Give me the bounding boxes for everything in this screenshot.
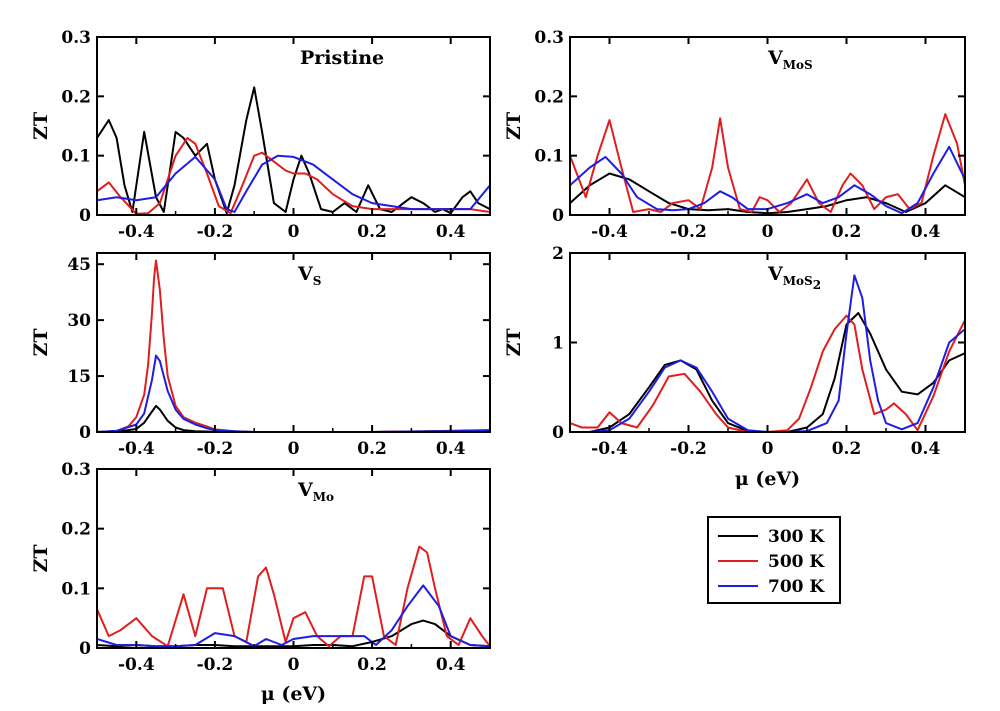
xtick-label-vmos-0: -0.4 <box>591 222 628 242</box>
xtick-label-vs-2: 0 <box>288 439 300 459</box>
title-pristine: Pristine <box>300 47 384 69</box>
ytick-label-vmos2-1: 1 <box>552 334 564 354</box>
xtick-label-pristine-1: -0.2 <box>197 222 234 242</box>
xlabel-vmo: μ (eV) <box>261 683 326 705</box>
xtick-label-vmos2-2: 0 <box>762 439 774 459</box>
xtick-label-pristine-0: -0.4 <box>118 222 155 242</box>
legend: 300 K 500 K 700 K <box>707 516 841 604</box>
panel-vmos: -0.4 -0.2 0 0.2 0.4 0 0.1 0.2 0.3 ZT VMoS <box>503 28 966 242</box>
xtick-label-vmos-3: 0.2 <box>832 222 862 242</box>
title-vmo: VMo <box>297 479 334 504</box>
title-sub-vmo: Mo <box>313 490 334 504</box>
xtick-label-vmo-2: 0 <box>288 655 300 675</box>
series-pristine-700k <box>97 154 490 213</box>
ytick-label-vmo-1: 0.1 <box>61 579 91 599</box>
ylabel-vmo: ZT <box>30 544 52 572</box>
xtick-label-vmo-4: 0.4 <box>436 655 466 675</box>
series-vmos2-300k <box>570 312 965 432</box>
title-vmos: VMoS <box>767 47 813 72</box>
series-vmos-500k <box>570 113 965 213</box>
title-sub-vmos2: MoS <box>783 274 813 288</box>
ytick-label-vmo-3: 0.3 <box>61 460 91 480</box>
ytick-label-vmos-3: 0.3 <box>534 28 564 48</box>
ytick-label-vmos-1: 0.1 <box>534 147 564 167</box>
ylabel-vmos: ZT <box>503 112 525 140</box>
ytick-label-vs-3: 45 <box>67 255 91 275</box>
panels: -0.4 -0.2 0 0.2 0.400.10.20.3ZTPristine-0.4-… <box>30 28 966 705</box>
ytick-label-pristine-0: 0 <box>79 206 91 226</box>
title-vmos2: VMoS2 <box>767 263 821 292</box>
xtick-label-vmos-2: 0 <box>762 222 774 242</box>
series-pristine-300k <box>97 86 490 215</box>
ytick-label-vmos2-2: 2 <box>552 244 564 264</box>
xtick-label-vs-1: -0.2 <box>197 439 234 459</box>
series-vmos2-500k <box>570 314 965 432</box>
ytick-label-vmo-2: 0.2 <box>61 520 91 540</box>
ytick-label-vs-1: 15 <box>67 367 91 387</box>
series-pristine-500k <box>97 136 490 215</box>
series-vs-700k <box>97 354 490 432</box>
xtick-label-vmo-3: 0.2 <box>357 655 387 675</box>
title-sub-vs: S <box>313 274 322 288</box>
ylabel-vs: ZT <box>30 328 52 356</box>
xtick-label-pristine-2: 0 <box>288 222 300 242</box>
series-vmos2-700k <box>570 274 965 432</box>
frame-pristine <box>96 36 491 216</box>
title-sub-vmos: MoS <box>783 58 813 72</box>
xtick-label-vs-4: 0.4 <box>436 439 466 459</box>
series-vmo-500k <box>97 545 490 648</box>
legend-label-700k: 700 K <box>768 577 825 597</box>
legend-label-500k: 500 K <box>768 552 825 572</box>
title-vs: VS <box>297 263 321 288</box>
panel-vs: -0.4 -0.2 0 0.2 0.4 0 15 30 45 ZT VS <box>30 252 491 459</box>
series-vs-300k <box>97 404 490 432</box>
xtick-label-vmos2-4: 0.4 <box>911 439 941 459</box>
ytick-label-vmos2-0: 0 <box>552 423 564 443</box>
ylabel-vmos2: ZT <box>503 328 525 356</box>
xtick-label-vmo-1: -0.2 <box>197 655 234 675</box>
xtick-label-vmo-0: -0.4 <box>118 655 155 675</box>
ytick-label-vmos-2: 0.2 <box>534 87 564 107</box>
panel-vmos2: -0.4 -0.2 0 0.2 0.4 0 1 2 ZT VMoS2 μ (eV) <box>503 244 966 490</box>
xtick-label-vmos2-3: 0.2 <box>832 439 862 459</box>
legend-label-300k: 300 K <box>768 527 825 547</box>
title-subsub-vmos2: 2 <box>813 278 821 292</box>
ylabel-pristine: ZT <box>30 112 52 140</box>
xtick-label-vmos2-1: -0.2 <box>670 439 707 459</box>
xtick-label-vmos-4: 0.4 <box>911 222 941 242</box>
series-vmo-700k <box>97 584 490 648</box>
panel-vmo: -0.4 -0.2 0 0.2 0.4 0 0.1 0.2 0.3 ZT VMo μ (eV) <box>30 460 491 705</box>
xlabel-vmos2: μ (eV) <box>735 468 800 490</box>
ytick-label-vs-2: 30 <box>67 311 91 331</box>
series-vs-500k <box>97 259 490 432</box>
ytick-label-vs-0: 0 <box>79 423 91 443</box>
ytick-label-vmos-0: 0 <box>552 206 564 226</box>
ytick-label-pristine-3: 0.3 <box>61 28 91 48</box>
xtick-label-vmos2-0: -0.4 <box>591 439 628 459</box>
ytick-label-pristine-2: 0.2 <box>61 87 91 107</box>
xtick-label-vs-3: 0.2 <box>357 439 387 459</box>
xtick-label-pristine-4: 0.4 <box>436 222 466 242</box>
xtick-label-vs-0: -0.4 <box>118 439 155 459</box>
xtick-label-pristine-3: 0.2 <box>357 222 387 242</box>
ytick-label-pristine-1: 0.1 <box>61 147 91 167</box>
xtick-label-vmos-1: -0.2 <box>670 222 707 242</box>
ytick-label-vmo-0: 0 <box>79 639 91 659</box>
panel-pristine: -0.4 -0.2 0 0.2 0.4 0 0.1 0.2 0.3 ZT Pristine <box>30 28 491 242</box>
